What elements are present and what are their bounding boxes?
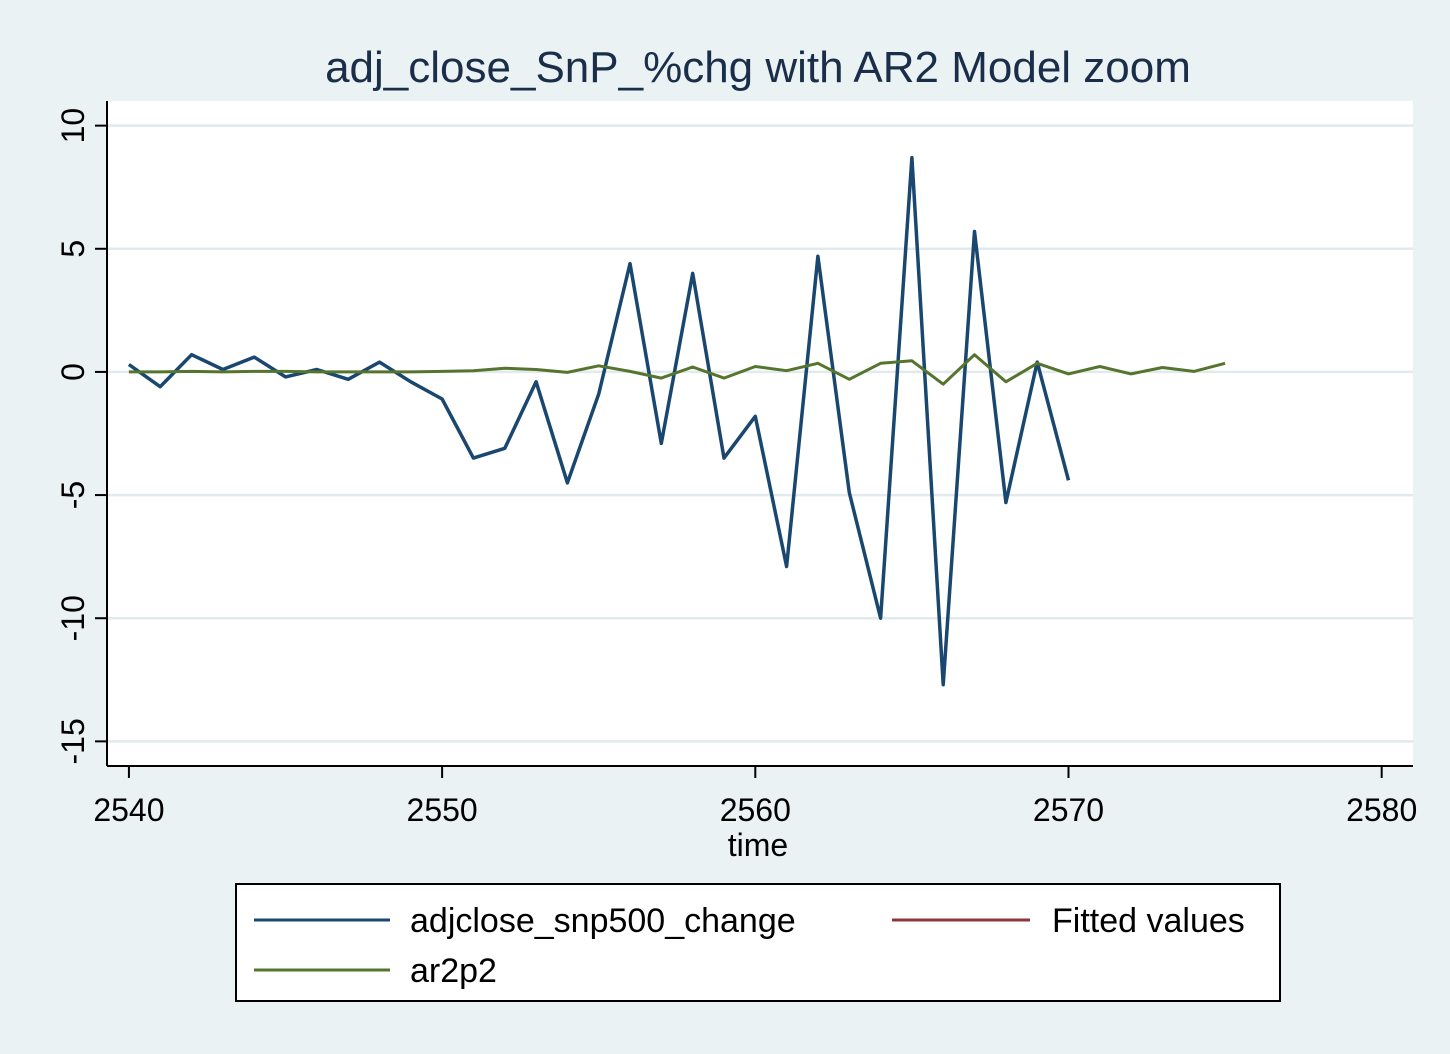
legend: adjclose_snp500_change Fitted values ar2p2 bbox=[235, 883, 1281, 1002]
legend-label: ar2p2 bbox=[410, 952, 497, 990]
x-tick-label: 2540 bbox=[93, 792, 164, 828]
legend-label: adjclose_snp500_change bbox=[410, 902, 796, 940]
legend-label: Fitted values bbox=[1052, 902, 1245, 940]
x-tick-label: 2580 bbox=[1346, 792, 1417, 828]
y-tick-label: -10 bbox=[55, 595, 91, 641]
y-tick-label: -15 bbox=[55, 718, 91, 764]
axes: -15 -10 -5 0 5 10 2540 2550 2560 2570 2580 bbox=[55, 101, 1417, 828]
x-axis-label: time bbox=[728, 827, 788, 863]
y-tick-label: 0 bbox=[55, 363, 91, 381]
series-line-1 bbox=[127, 155, 1071, 687]
series-layer bbox=[127, 155, 1226, 687]
x-tick-label: 2570 bbox=[1033, 792, 1104, 828]
series-line-3 bbox=[128, 353, 1226, 386]
y-tick-label: 10 bbox=[55, 108, 91, 144]
legend-box bbox=[235, 883, 1281, 1002]
x-tick-label: 2550 bbox=[407, 792, 478, 828]
y-tick-label: 5 bbox=[55, 240, 91, 258]
chart-title: adj_close_SnP_%chg with AR2 Model zoom bbox=[325, 43, 1191, 92]
y-tick-label: -5 bbox=[55, 481, 91, 509]
x-tick-label: 2560 bbox=[720, 792, 791, 828]
